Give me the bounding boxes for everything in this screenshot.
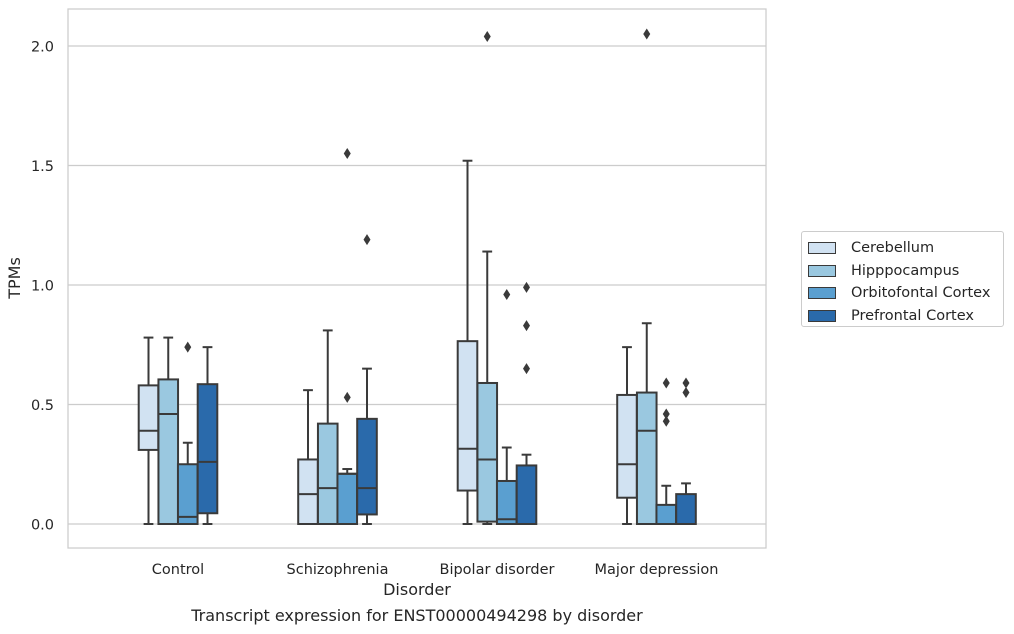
box-control: [157, 336, 180, 525]
box-major-depression: [675, 377, 697, 525]
y-tick-label: 1.5: [31, 159, 54, 175]
box-schizophrenia: [356, 234, 378, 525]
outlier-point: [662, 408, 670, 420]
box-schizophrenia: [336, 148, 359, 525]
box-body: [336, 472, 359, 525]
box-body: [675, 493, 697, 525]
box-control: [176, 341, 199, 525]
outlier-point: [184, 341, 192, 353]
outlier-point: [662, 415, 670, 427]
box-schizophrenia: [316, 329, 339, 525]
x-axis-label: Disorder: [383, 580, 451, 599]
outlier-point: [523, 281, 530, 293]
box-major-depression: [635, 28, 658, 525]
outlier-point: [643, 28, 651, 40]
outlier-point: [662, 377, 670, 389]
outlier-point: [523, 363, 530, 375]
legend-swatch: [808, 264, 836, 277]
box-body: [456, 340, 479, 492]
box-body: [476, 381, 499, 523]
box-plot-series: [137, 28, 697, 526]
box-major-depression: [655, 377, 678, 526]
box-body: [616, 393, 638, 499]
plot-frame: [67, 8, 767, 549]
y-tick-label: 1.0: [31, 279, 54, 295]
legend-swatch: [808, 309, 836, 322]
legend-label: Orbitofontal Cortex: [851, 285, 991, 302]
series-prefrontal-cortex: [196, 234, 697, 526]
x-tick-label: Control: [152, 562, 204, 578]
x-axis-ticks: Control Schizophrenia Bipolar disorder Majo…: [152, 562, 719, 578]
outlier-point: [682, 377, 690, 389]
legend-swatch: [808, 287, 836, 300]
box-body: [297, 458, 319, 525]
outlier-point: [483, 30, 491, 42]
outlier-point: [343, 148, 351, 160]
y-axis-label: TPMs: [5, 257, 24, 300]
x-tick-label: Schizophrenia: [287, 562, 389, 578]
box-body: [316, 422, 339, 525]
outlier-point: [503, 289, 511, 301]
y-tick-label: 2.0: [31, 40, 54, 56]
box-bipolar-disorder: [456, 159, 479, 525]
y-tick-label: 0.0: [31, 518, 54, 534]
legend-label: Hipppocampus: [851, 262, 960, 279]
outlier-point: [523, 320, 530, 332]
legend-swatch: [808, 242, 836, 255]
series-orbitofontal-cortex: [176, 148, 678, 526]
outlier-point: [682, 387, 690, 399]
legend-item: Orbitofontal Cortex: [808, 282, 1003, 305]
box-body: [157, 378, 180, 525]
x-tick-label: Major depression: [595, 562, 719, 578]
figure-caption: Transcript expression for ENST0000049429…: [191, 606, 643, 625]
box-body: [515, 464, 538, 526]
legend: Cerebellum Hipppocampus Orbitofontal Corte…: [801, 231, 1004, 327]
box-body: [495, 479, 518, 526]
box-major-depression: [616, 346, 638, 525]
outlier-point: [343, 391, 351, 403]
box-bipolar-disorder: [495, 289, 518, 526]
legend-label: Prefrontal Cortex: [851, 307, 974, 324]
y-tick-label: 0.5: [31, 398, 54, 414]
box-body: [176, 463, 199, 525]
box-schizophrenia: [297, 389, 319, 525]
legend-item: Cerebellum: [808, 237, 1003, 260]
box-bipolar-disorder: [515, 281, 538, 526]
box-bipolar-disorder: [476, 30, 499, 525]
y-axis-ticks: 0.0 0.5 1.0 1.5 2.0: [31, 40, 54, 534]
legend-label: Cerebellum: [851, 240, 935, 257]
box-control: [137, 336, 160, 525]
series-hipppocampus: [157, 28, 658, 525]
box-control: [196, 346, 219, 525]
x-tick-label: Bipolar disorder: [440, 562, 555, 578]
box-body: [196, 383, 219, 515]
box-body: [655, 503, 678, 526]
outlier-point: [363, 234, 371, 246]
legend-item: Hipppocampus: [808, 260, 1003, 283]
box-body: [356, 417, 378, 516]
legend-item: Prefrontal Cortex: [808, 305, 1003, 328]
box-body: [635, 391, 658, 525]
box-body: [137, 384, 160, 451]
